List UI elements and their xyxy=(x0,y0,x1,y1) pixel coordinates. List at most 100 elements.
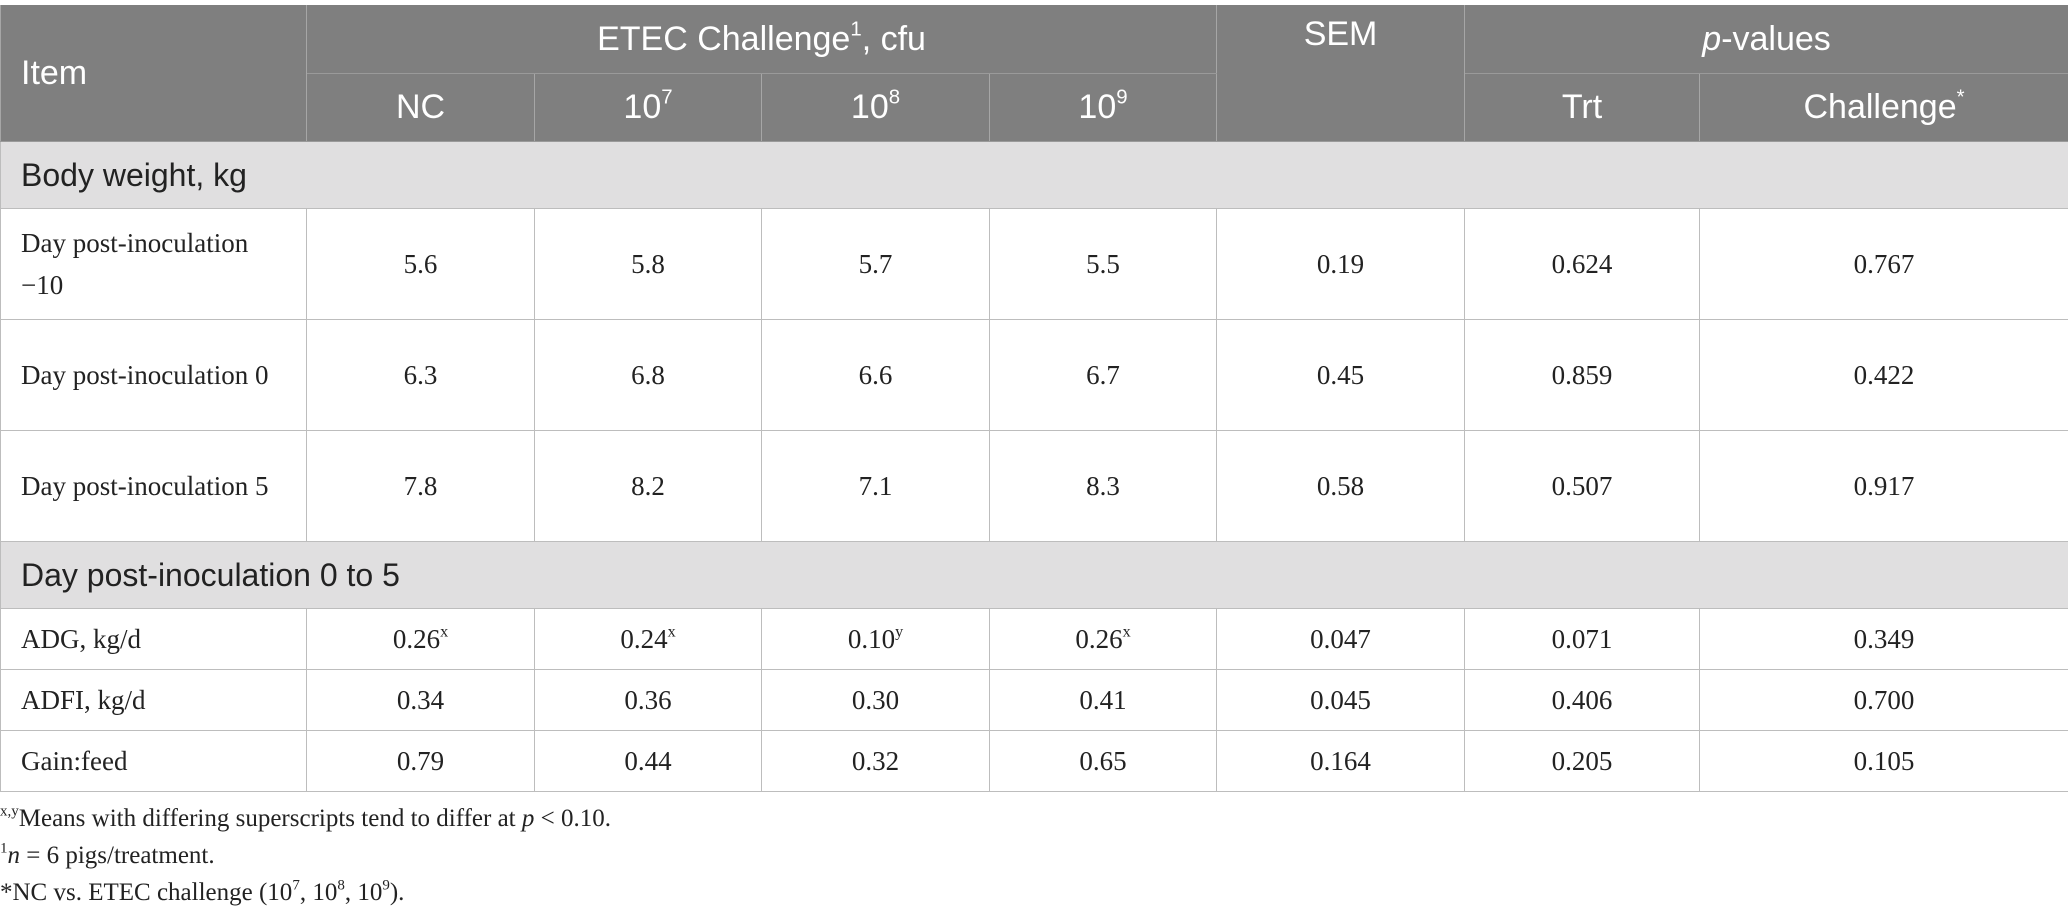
data-table: Item ETEC Challenge1, cfu SEM p-values NC 107… xyxy=(0,5,2068,792)
footnotes: x,yMeans with differing superscripts ten… xyxy=(0,800,611,911)
section-title: Day post-inoculation 0 to 5 xyxy=(0,541,2068,609)
header-row: NC 107 108 109 Trt Challenge* xyxy=(1,73,2068,142)
row-label: Day post-inoculation 0 xyxy=(0,319,307,431)
italic-text: p xyxy=(521,805,535,832)
header-cell: 109 xyxy=(988,73,1218,142)
section-title: Body weight, kg xyxy=(0,141,2068,209)
header-cell: 108 xyxy=(761,73,990,142)
table-cell: 7.8 xyxy=(306,430,535,542)
table-row: ADG, kg/d 0.26x 0.24x 0.10y 0.26x 0.047 0.071 0… xyxy=(0,608,2068,670)
table-cell: 0.19 xyxy=(1216,208,1466,320)
header-cell: p-values xyxy=(1464,5,2068,74)
superscript: 9 xyxy=(382,877,390,894)
table-cell: 0.24x xyxy=(534,608,762,670)
table-cell: 0.79 xyxy=(306,730,535,792)
text: 0.26 xyxy=(1075,624,1123,654)
superscript: x xyxy=(1122,622,1131,641)
table-row: Day post-inoculation 5 7.8 8.2 7.1 8.3 0.58 0.… xyxy=(0,430,2068,542)
table-cell: 5.5 xyxy=(988,208,1218,320)
table-cell: 0.34 xyxy=(306,669,535,731)
table-cell: 0.41 xyxy=(988,669,1218,731)
table-row: ADFI, kg/d 0.34 0.36 0.30 0.41 0.045 0.406 0.70… xyxy=(0,669,2068,731)
table-cell: 5.7 xyxy=(761,208,990,320)
table-cell: 6.8 xyxy=(534,319,762,431)
table-cell: 5.6 xyxy=(306,208,535,320)
table-cell: 8.2 xyxy=(534,430,762,542)
table-cell: 0.58 xyxy=(1216,430,1466,542)
table-cell: 0.10y xyxy=(761,608,990,670)
text: 0.26 xyxy=(392,624,441,654)
text: 10 xyxy=(623,88,662,126)
text: , 10 xyxy=(299,879,338,906)
table-cell: 0.26x xyxy=(988,608,1218,670)
table-cell: 0.32 xyxy=(761,730,990,792)
row-label: Gain:feed xyxy=(0,730,307,792)
header-cell: Trt xyxy=(1464,73,1701,142)
table-cell: 0.36 xyxy=(534,669,762,731)
table-cell: 6.6 xyxy=(761,319,990,431)
superscript: x,y xyxy=(0,803,19,820)
text: = 6 pigs/treatment. xyxy=(20,842,215,869)
row-label: ADFI, kg/d xyxy=(0,669,307,731)
superscript: x xyxy=(440,622,449,641)
row-label: ADG, kg/d xyxy=(0,608,307,670)
header-cell: 107 xyxy=(534,73,762,142)
superscript: 1 xyxy=(0,840,8,857)
text: Challenge xyxy=(1803,88,1957,126)
superscript: 9 xyxy=(1116,86,1128,109)
superscript: y xyxy=(895,622,904,641)
header-row: Item ETEC Challenge1, cfu SEM p-values xyxy=(0,5,2068,142)
superscript: * xyxy=(1956,86,1965,109)
section-row: Body weight, kg xyxy=(0,141,2068,209)
table-row: Gain:feed 0.79 0.44 0.32 0.65 0.164 0.205 0.105 xyxy=(0,730,2068,792)
superscript: x xyxy=(667,622,676,641)
table-cell: 0.205 xyxy=(1464,730,1701,792)
table-row: Day post-inoculation 0 6.3 6.8 6.6 6.7 0.45 0.… xyxy=(0,319,2068,431)
superscript: 7 xyxy=(292,877,300,894)
text: 10 xyxy=(850,88,889,126)
footnote: x,yMeans with differing superscripts ten… xyxy=(0,800,611,837)
text: ETEC Challenge xyxy=(597,19,851,58)
table-cell: 0.406 xyxy=(1464,669,1701,731)
table-cell: 0.624 xyxy=(1464,208,1701,320)
section-row: Day post-inoculation 0 to 5 xyxy=(0,541,2068,609)
table-cell: 5.8 xyxy=(534,208,762,320)
table-cell: 6.3 xyxy=(306,319,535,431)
table-cell: 0.30 xyxy=(761,669,990,731)
table-cell: 0.047 xyxy=(1216,608,1466,670)
table-cell: 0.767 xyxy=(1699,208,2068,320)
table-row: Day post-inoculation −10 5.6 5.8 5.7 5.5 0.19… xyxy=(0,208,2068,320)
table-cell: 0.045 xyxy=(1216,669,1466,731)
table-cell: 0.26x xyxy=(306,608,535,670)
superscript: 8 xyxy=(337,877,345,894)
superscript: 8 xyxy=(888,86,901,109)
text: , 10 xyxy=(344,879,383,906)
table-cell: 0.65 xyxy=(988,730,1218,792)
text: ). xyxy=(389,879,405,906)
text: Means with differing superscripts tend t… xyxy=(18,805,522,832)
table-cell: 8.3 xyxy=(988,430,1218,542)
table-cell: 0.917 xyxy=(1699,430,2068,542)
table-cell: 0.105 xyxy=(1699,730,2068,792)
table-cell: 0.45 xyxy=(1216,319,1466,431)
table-cell: 0.700 xyxy=(1699,669,2068,731)
text: , cfu xyxy=(861,19,926,58)
row-label: Day post-inoculation −10 xyxy=(0,208,307,320)
text: 0.10 xyxy=(847,624,896,654)
header-cell: SEM xyxy=(1216,5,1466,142)
text: 0.24 xyxy=(620,624,668,654)
text: 10 xyxy=(1078,88,1117,126)
row-label: Day post-inoculation 5 xyxy=(0,430,307,542)
table-cell: 0.507 xyxy=(1464,430,1701,542)
table-cell: 0.422 xyxy=(1699,319,2068,431)
header-cell: Item xyxy=(0,5,307,142)
table-cell: 7.1 xyxy=(761,430,990,542)
footnote: *NC vs. ETEC challenge (107, 108, 109). xyxy=(0,874,611,911)
header-cell: NC xyxy=(306,73,535,142)
header-cell: Challenge* xyxy=(1699,73,2068,142)
table-cell: 6.7 xyxy=(988,319,1218,431)
table-cell: 0.44 xyxy=(534,730,762,792)
text: < 0.10. xyxy=(534,805,611,832)
italic-text: n xyxy=(7,842,21,869)
table-cell: 0.859 xyxy=(1464,319,1701,431)
